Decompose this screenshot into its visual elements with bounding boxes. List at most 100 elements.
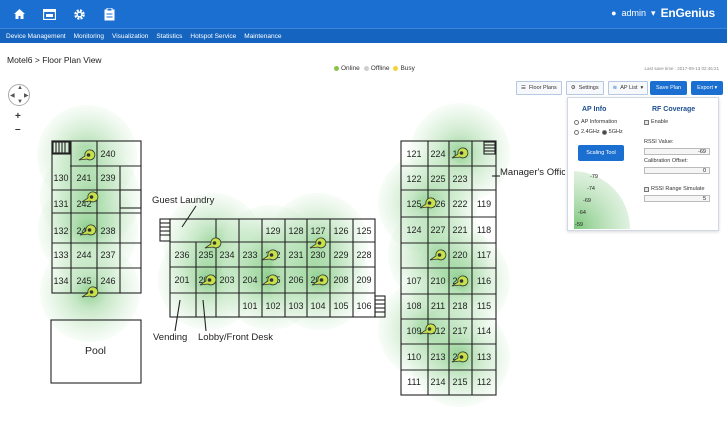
room-number: 227 [430, 225, 445, 235]
room-number: 242 [76, 199, 91, 209]
wifi-icon: ≋ [612, 85, 618, 91]
guest-laundry-label: Guest Laundry [152, 195, 215, 206]
nav-item-maintenance[interactable]: Maintenance [244, 32, 282, 40]
access-points-layer[interactable] [78, 147, 469, 363]
nav-item-statistics[interactable]: Statistics [156, 32, 183, 40]
room-number: 222 [452, 199, 467, 209]
nav-item-monitoring[interactable]: Monitoring [73, 32, 104, 40]
chevron-down-icon: ▾ [640, 85, 644, 91]
access-point-icon[interactable] [79, 224, 97, 236]
room-number: 119 [477, 199, 491, 209]
rssi-simulate-field[interactable]: 5 [644, 195, 710, 202]
chevron-down-icon: ▾ [714, 85, 718, 91]
access-point-icon[interactable] [78, 149, 96, 161]
access-point-icon[interactable] [81, 286, 99, 298]
access-point-icon[interactable] [199, 274, 217, 286]
nav-item-device-management[interactable]: Device Management [6, 32, 66, 40]
access-point-icon[interactable] [309, 237, 327, 249]
room-number: 117 [477, 250, 491, 260]
radio-button[interactable] [574, 119, 579, 125]
rf-enable-option[interactable]: Enable [644, 119, 668, 125]
rssi-simulate-option[interactable]: RSSI Range Simulate [644, 186, 705, 192]
access-point-icon[interactable] [419, 323, 437, 335]
access-point-icon[interactable] [204, 237, 222, 249]
room-number: 128 [288, 226, 303, 236]
access-point-icon[interactable] [429, 249, 447, 261]
room-number: 246 [100, 276, 115, 286]
room-number: 115 [477, 301, 491, 311]
access-point-icon[interactable] [261, 274, 279, 286]
pan-control[interactable]: ▲ ▼ ◀ ▶ [8, 84, 30, 106]
room-number: 225 [430, 174, 445, 184]
room-number: 127 [310, 226, 325, 236]
rssi-simulate-checkbox[interactable] [644, 186, 649, 192]
ap-information-option[interactable]: AP Information [574, 119, 617, 125]
enable-checkbox[interactable] [644, 119, 649, 125]
ap-list-button[interactable]: ≋ AP List ▾ [607, 81, 649, 95]
home-icon[interactable] [11, 6, 27, 22]
clipboard-icon[interactable] [101, 6, 117, 22]
zoom-out-button[interactable]: – [15, 124, 21, 135]
room-number: 212 [430, 326, 445, 336]
top-bar: ● admin ▾ EnGenius [0, 0, 727, 28]
access-point-icon[interactable] [451, 351, 469, 363]
room-number: 124 [406, 225, 421, 235]
room-number: 218 [452, 301, 467, 311]
access-point-icon[interactable] [311, 274, 329, 286]
room-number: 210 [430, 276, 445, 286]
access-point-icon[interactable] [261, 249, 279, 261]
room-number: 229 [333, 250, 348, 260]
map-controls: ▲ ▼ ◀ ▶ + – [8, 84, 30, 135]
radio-5ghz[interactable] [601, 129, 607, 135]
access-point-icon[interactable] [451, 147, 469, 159]
gear-icon[interactable] [71, 6, 87, 22]
room-number: 206 [288, 275, 303, 285]
arrow-right-icon[interactable]: ▶ [24, 93, 29, 99]
settings-button[interactable]: ⚙ Settings [565, 81, 604, 95]
rssi-value-field[interactable]: -69 [644, 148, 710, 155]
zoom-in-button[interactable]: + [15, 111, 21, 122]
export-button[interactable]: Export ▾ [691, 81, 724, 95]
access-point-icon[interactable] [81, 191, 99, 203]
room-number: 104 [310, 301, 325, 311]
room-number: 234 [219, 250, 234, 260]
access-point-icon[interactable] [451, 275, 469, 287]
rf-coverage-title: RF Coverage [652, 106, 696, 113]
scaling-tool-button[interactable]: Scaling Tool [578, 145, 624, 161]
room-number: 239 [100, 173, 115, 183]
arrow-down-icon[interactable]: ▼ [17, 99, 23, 105]
access-point-icon[interactable] [419, 197, 437, 209]
room-number: 133 [53, 250, 68, 260]
ap-settings-panel: AP Info AP Information 2.4GHz 5GHz Scali… [567, 97, 719, 231]
rssi-scale-label: -64 [578, 210, 586, 216]
room-number: 108 [406, 301, 421, 311]
legend-offline: Offline [363, 65, 389, 72]
floor-plans-button[interactable]: ☰ Floor Plans [516, 81, 562, 95]
action-toolbar: Save Plan Export ▾ [650, 81, 724, 95]
room-number: 245 [76, 276, 91, 286]
save-plan-button[interactable]: Save Plan [650, 81, 688, 95]
window-icon[interactable] [41, 6, 57, 22]
user-menu[interactable]: ● admin ▾ EnGenius [611, 6, 715, 20]
room-number: 134 [53, 276, 68, 286]
calibration-offset-field[interactable]: 0 [644, 167, 710, 174]
room-number: 121 [406, 149, 421, 159]
last-save-time: Last save time : 2017-09-13 02:46:21 [644, 66, 719, 71]
room-number: 131 [53, 199, 68, 209]
arrow-left-icon[interactable]: ◀ [10, 93, 15, 99]
room-number: 105 [333, 301, 348, 311]
nav-item-visualization[interactable]: Visualization [111, 32, 149, 40]
main-nav: Device Management Monitoring Visualizati… [0, 28, 727, 43]
rssi-scale-label: -74 [587, 186, 595, 192]
room-number: 211 [431, 301, 445, 311]
room-number: 208 [333, 275, 348, 285]
room-labels: 240 130 241 239 131 242 132 243 238 133 244 237 134 2… [53, 149, 491, 387]
arrow-up-icon[interactable]: ▲ [17, 85, 23, 91]
floor-plan-canvas[interactable]: 240 130 241 239 131 242 132 243 238 133 244 237 134 2… [0, 95, 565, 426]
area-labels: Guest Laundry Manager's Office Pool Vend… [85, 167, 565, 357]
user-icon: ● [611, 8, 617, 18]
room-number: 114 [477, 326, 491, 336]
radio-24ghz[interactable] [574, 129, 579, 135]
room-number: 244 [76, 250, 91, 260]
nav-item-hotspot-service[interactable]: Hotspot Service [190, 32, 237, 40]
